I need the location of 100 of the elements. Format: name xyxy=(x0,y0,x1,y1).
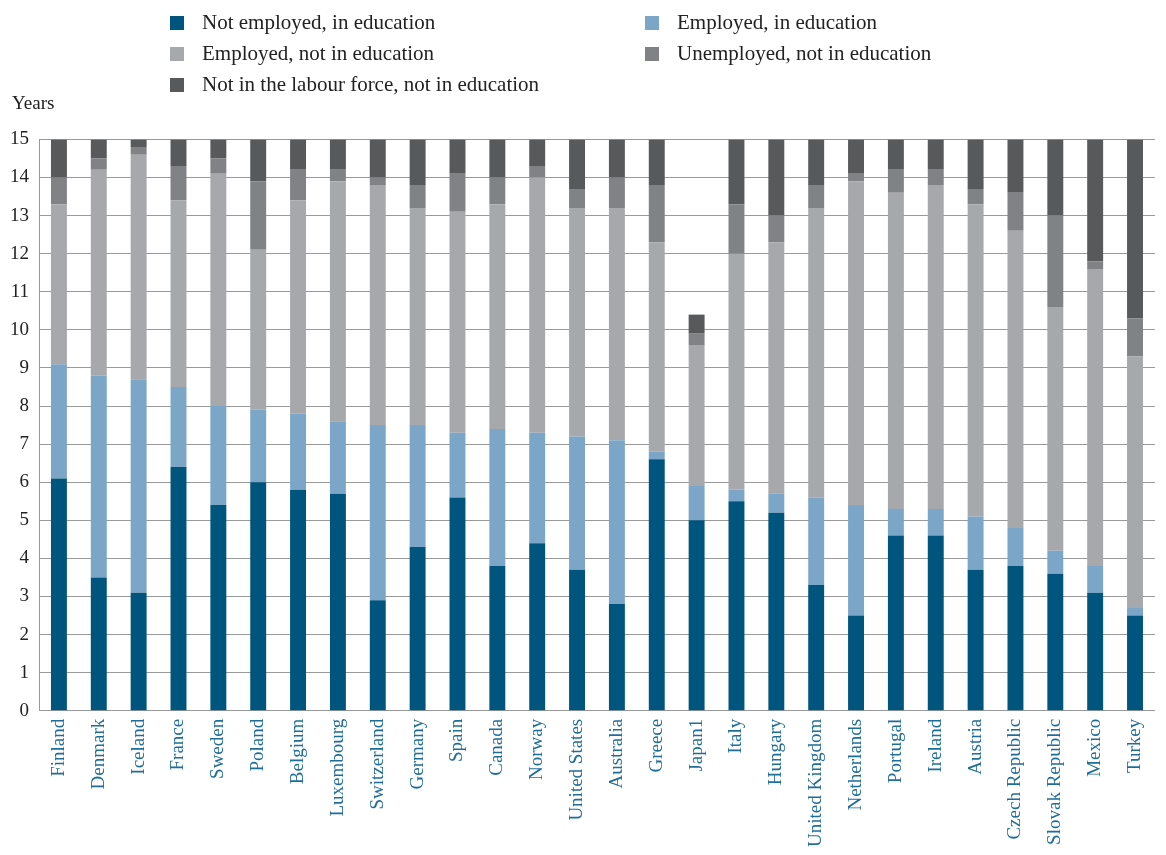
bar xyxy=(1127,615,1143,711)
bar xyxy=(848,173,865,182)
bar xyxy=(887,535,904,711)
bar xyxy=(329,169,346,182)
x-tick-label: Hungary xyxy=(764,718,786,786)
bar xyxy=(1127,139,1143,319)
bar xyxy=(170,139,187,167)
bar xyxy=(210,406,227,506)
y-tick-label: 9 xyxy=(19,355,29,377)
bar xyxy=(409,425,426,547)
bar xyxy=(688,333,705,346)
bar xyxy=(529,166,546,178)
bar xyxy=(768,139,785,216)
y-tick-label: 1 xyxy=(19,660,29,682)
bar xyxy=(608,604,625,711)
bar xyxy=(887,508,904,536)
bar xyxy=(1087,139,1104,262)
bar xyxy=(250,181,267,250)
bar xyxy=(1087,261,1104,269)
x-tick-label: Belgium xyxy=(286,718,308,785)
bar xyxy=(728,253,745,490)
bar xyxy=(848,505,865,616)
bar xyxy=(250,249,267,410)
x-tick-label: Slovak Republic xyxy=(1043,718,1065,845)
bar xyxy=(409,139,426,186)
bar xyxy=(608,139,625,178)
bar xyxy=(1047,139,1064,216)
y-tick-label: 3 xyxy=(19,584,29,606)
bar xyxy=(1087,566,1104,593)
y-tick-label: 15 xyxy=(10,127,29,149)
x-tick-label: United Kingdom xyxy=(804,718,826,848)
x-tick-label: Sweden xyxy=(206,718,228,779)
bar xyxy=(569,139,586,189)
y-tick-label: 4 xyxy=(19,546,30,568)
bar xyxy=(808,497,825,586)
bar xyxy=(808,185,825,208)
bar xyxy=(130,592,147,711)
bar xyxy=(90,158,107,170)
bar xyxy=(1007,527,1024,567)
bar xyxy=(1127,356,1143,608)
bar xyxy=(329,421,346,494)
bar xyxy=(1007,192,1024,231)
bar xyxy=(250,482,267,711)
y-tick-label: 11 xyxy=(10,279,29,301)
bar xyxy=(648,139,665,186)
bar xyxy=(569,569,586,711)
bar xyxy=(1127,607,1143,616)
bar xyxy=(290,139,307,170)
bar xyxy=(848,139,865,174)
legend-label: Unemployed, not in education xyxy=(677,41,932,66)
bar xyxy=(449,211,466,433)
bar xyxy=(210,158,227,174)
bar xyxy=(648,451,665,460)
bar xyxy=(50,478,67,711)
x-tick-label: Spain xyxy=(445,718,467,763)
bar xyxy=(688,314,705,334)
bar xyxy=(90,375,107,578)
bar xyxy=(50,139,67,178)
bar xyxy=(1047,215,1064,307)
bar xyxy=(50,177,67,205)
bar xyxy=(608,440,625,605)
bar xyxy=(688,520,705,711)
bar xyxy=(290,489,307,711)
y-tick-label: 12 xyxy=(10,241,29,263)
bar xyxy=(848,615,865,711)
y-tick-label: 5 xyxy=(19,508,29,530)
bar xyxy=(728,139,745,205)
bar xyxy=(1007,566,1024,711)
bar xyxy=(808,207,825,498)
bar xyxy=(728,489,745,502)
bar xyxy=(768,242,785,494)
bar xyxy=(130,147,147,155)
x-tick-label: Switzerland xyxy=(365,718,387,810)
bar xyxy=(768,512,785,711)
bar xyxy=(90,139,107,159)
legend-label: Employed, not in education xyxy=(202,41,435,66)
x-tick-label: Greece xyxy=(644,718,666,773)
y-tick-label: 13 xyxy=(10,203,29,225)
bar xyxy=(50,204,67,365)
bar xyxy=(449,173,466,212)
x-tick-label: Netherlands xyxy=(844,718,866,811)
bar xyxy=(529,543,546,711)
bar xyxy=(688,345,705,487)
bar xyxy=(728,204,745,254)
bar xyxy=(170,386,187,467)
bar xyxy=(927,508,944,536)
bar xyxy=(250,139,267,182)
y-tick-label: 7 xyxy=(19,432,29,454)
bar xyxy=(50,364,67,479)
bar xyxy=(489,566,506,711)
y-axis-title: Years xyxy=(12,92,55,114)
bar xyxy=(1047,550,1064,574)
bar xyxy=(967,188,984,205)
bar xyxy=(369,185,386,426)
bar xyxy=(369,425,386,601)
y-tick-label: 0 xyxy=(19,698,29,720)
bar xyxy=(210,173,227,407)
x-tick-label: Italy xyxy=(724,718,746,754)
bar xyxy=(808,139,825,186)
bar xyxy=(967,139,984,189)
